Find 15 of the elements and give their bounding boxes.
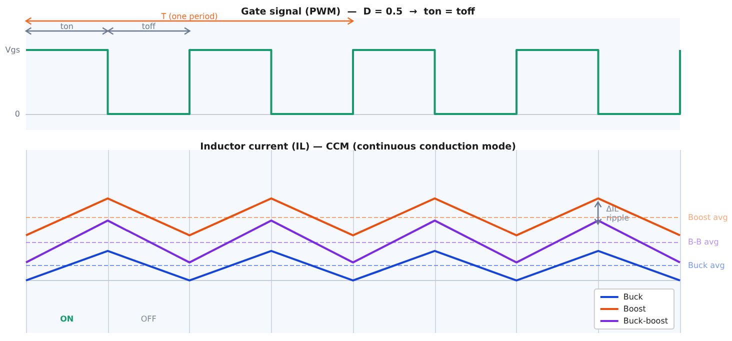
text: ON [60, 314, 74, 324]
legend-label: Buck-boost [623, 316, 668, 326]
text: toff [142, 22, 156, 31]
legend-label: Buck [623, 292, 644, 302]
chart-title: Gate signal (PWM) — D = 0.5 → ton = toff [241, 6, 476, 18]
legend-label: Boost [623, 304, 646, 314]
chart-title: Inductor current (IL) — CCM (continuous conduction mode) [200, 142, 516, 152]
text: OFF [140, 314, 157, 324]
text: 0 [14, 110, 20, 118]
text: Vgs [5, 46, 20, 54]
ref-line-label: Boost avg [688, 212, 728, 222]
text: T (one period) [160, 12, 218, 21]
ref-line-label: B-B avg [688, 237, 719, 246]
ref-line-label: Buck avg [688, 261, 725, 270]
text: ton [60, 22, 74, 31]
